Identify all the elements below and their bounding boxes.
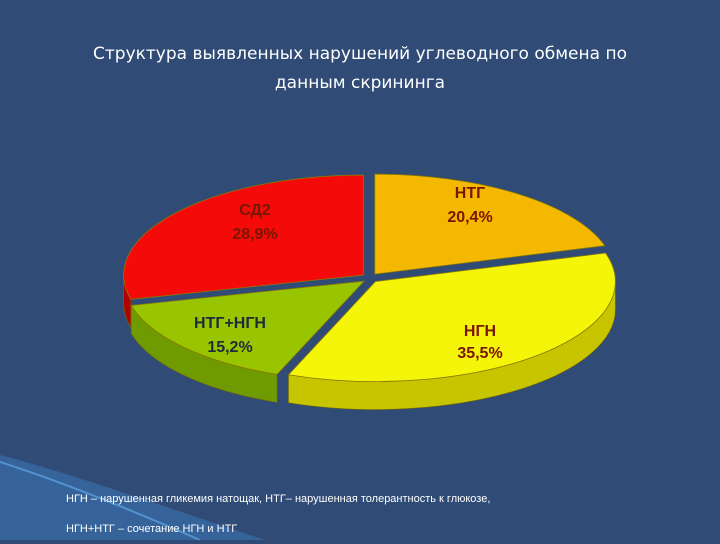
- slice-label-ntg-ngn: НТГ+НГН: [194, 315, 266, 332]
- slice-value-ngn: 35,5%: [457, 345, 502, 362]
- slide-title-line-2: данным скрининга: [274, 73, 446, 93]
- pie-slice-ntg-ngn: [130, 280, 366, 375]
- pie-slice-ntg: [374, 173, 606, 275]
- pie-slice-ngn: [287, 252, 616, 382]
- decorative-corner-swoosh: [0, 455, 265, 540]
- slice-value-ntg-ngn: 15,2%: [207, 339, 252, 356]
- slice-label-sd2: СД2: [239, 202, 271, 219]
- footnote: НГН – нарушенная гликемия натощак, НТГ– …: [66, 484, 706, 544]
- footnote-line-1: НГН – нарушенная гликемия натощак, НТГ– …: [66, 493, 491, 505]
- slice-label-ntg: НТГ: [455, 185, 485, 202]
- slice-label-ngn: НГН: [464, 323, 496, 340]
- decorative-corner-line: [0, 461, 201, 540]
- slice-value-ntg: 20,4%: [447, 209, 492, 226]
- slice-value-sd2: 28,9%: [232, 226, 277, 243]
- pie-slice-sd2: [123, 174, 365, 300]
- slide-title-line-1: Структура выявленных нарушений углеводно…: [93, 44, 627, 64]
- footnote-line-2: НГН+НТГ – сочетание НГН и НТГ: [66, 523, 238, 535]
- slide-title: Структура выявленных нарушений углеводно…: [0, 40, 720, 98]
